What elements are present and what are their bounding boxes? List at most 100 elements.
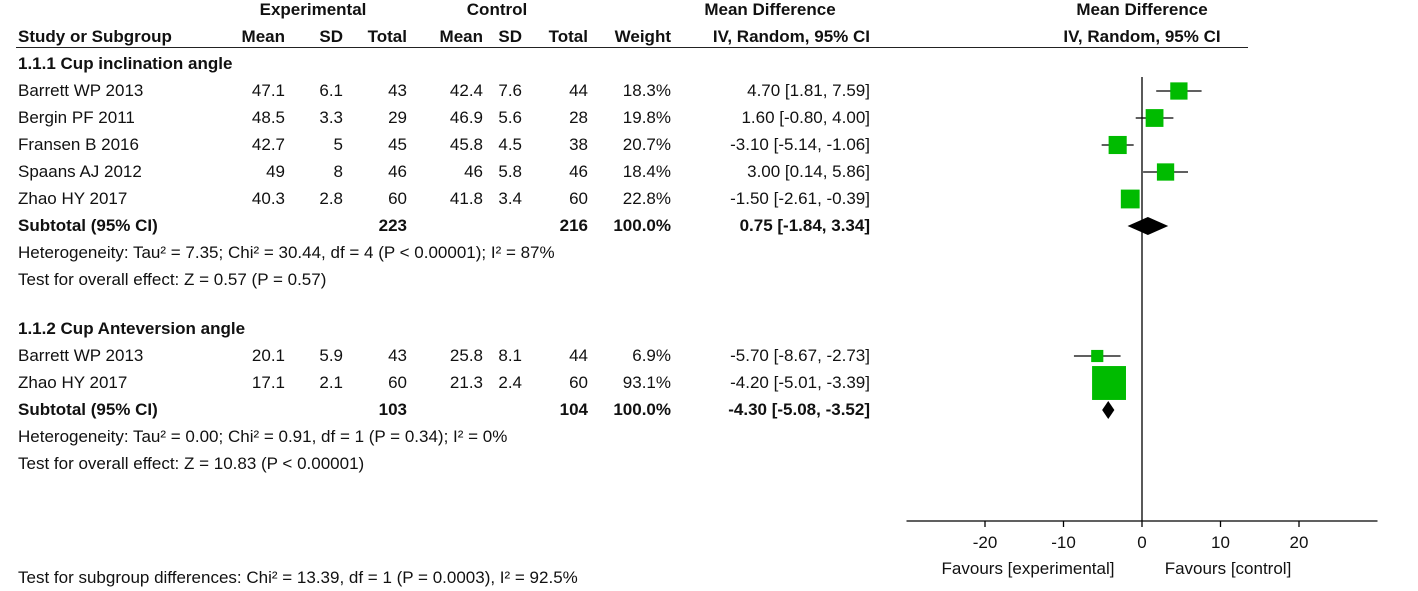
study-c-total: 44 xyxy=(569,346,588,365)
x-tick-label: 20 xyxy=(1290,533,1309,552)
study-c-sd: 8.1 xyxy=(498,346,522,365)
study-e-sd: 5.9 xyxy=(319,346,343,365)
x-tick-label: -10 xyxy=(1051,533,1076,552)
study-c-mean: 46.9 xyxy=(449,108,483,127)
subtotal-weight: 100.0% xyxy=(613,400,671,419)
study-c-total: 44 xyxy=(569,81,588,100)
study-weight: 20.7% xyxy=(622,135,671,154)
x-tick-label: 0 xyxy=(1137,533,1146,552)
study-c-sd: 5.8 xyxy=(498,162,522,181)
study-ci-text: 3.00 [0.14, 5.86] xyxy=(747,162,870,181)
column-header-c-mean: Mean xyxy=(439,27,483,46)
study-name: Barrett WP 2013 xyxy=(18,81,144,100)
study-ci-text: -5.70 [-8.67, -2.73] xyxy=(730,346,870,365)
heterogeneity-text: Heterogeneity: Tau² = 0.00; Chi² = 0.91,… xyxy=(18,427,508,446)
study-e-total: 29 xyxy=(388,108,407,127)
study-name: Zhao HY 2017 xyxy=(18,189,128,208)
column-header-weight: Weight xyxy=(614,27,671,46)
study-c-mean: 46 xyxy=(464,162,483,181)
study-c-mean: 42.4 xyxy=(449,81,483,100)
subgroup-title: 1.1.1 Cup inclination angle xyxy=(18,54,233,73)
study-c-total: 38 xyxy=(569,135,588,154)
study-weight-square xyxy=(1120,189,1140,209)
study-weight-square xyxy=(1108,135,1127,155)
overall-effect-text: Test for overall effect: Z = 0.57 (P = 0… xyxy=(18,270,327,289)
plot-title: Mean Difference xyxy=(1076,0,1208,19)
header-underline xyxy=(16,47,1248,48)
study-c-sd: 3.4 xyxy=(498,189,522,208)
study-e-sd: 8 xyxy=(333,162,343,181)
study-c-sd: 4.5 xyxy=(498,135,522,154)
study-e-sd: 6.1 xyxy=(319,81,343,100)
study-c-total: 60 xyxy=(569,189,588,208)
study-ci-text: 4.70 [1.81, 7.59] xyxy=(747,81,870,100)
study-e-total: 43 xyxy=(388,81,407,100)
study-c-mean: 41.8 xyxy=(449,189,483,208)
study-e-mean: 20.1 xyxy=(251,346,285,365)
study-e-total: 45 xyxy=(388,135,407,154)
study-c-total: 46 xyxy=(569,162,588,181)
study-e-sd: 2.8 xyxy=(319,189,343,208)
favours-control-label: Favours [control] xyxy=(1165,559,1292,578)
study-e-total: 43 xyxy=(388,346,407,365)
study-c-mean: 21.3 xyxy=(449,373,483,392)
subtotal-c-total: 104 xyxy=(559,400,588,419)
study-weight: 22.8% xyxy=(622,189,671,208)
subgroup-title: 1.1.2 Cup Anteversion angle xyxy=(18,319,246,338)
study-ci-text: -3.10 [-5.14, -1.06] xyxy=(730,135,870,154)
study-weight-square xyxy=(1156,163,1175,181)
study-e-sd: 2.1 xyxy=(319,373,343,392)
subtotal-label: Subtotal (95% CI) xyxy=(18,400,158,419)
subtotal-e-total: 223 xyxy=(378,216,407,235)
study-e-total: 60 xyxy=(388,373,407,392)
subtotal-weight: 100.0% xyxy=(613,216,671,235)
subtotal-e-total: 103 xyxy=(378,400,407,419)
study-ci-text: 1.60 [-0.80, 4.00] xyxy=(741,108,870,127)
header-control: Control xyxy=(466,0,528,19)
study-e-mean: 17.1 xyxy=(251,373,285,392)
study-c-total: 60 xyxy=(569,373,588,392)
subtotal-ci: -4.30 [-5.08, -3.52] xyxy=(728,400,870,419)
column-header-name: Study or Subgroup xyxy=(18,27,172,46)
study-c-total: 28 xyxy=(569,108,588,127)
study-weight: 19.8% xyxy=(622,108,671,127)
overall-effect-text: Test for overall effect: Z = 10.83 (P < … xyxy=(18,454,365,473)
x-tick-label: 10 xyxy=(1211,533,1230,552)
study-c-sd: 7.6 xyxy=(498,81,522,100)
study-weight: 93.1% xyxy=(622,373,671,392)
study-e-mean: 47.1 xyxy=(251,81,285,100)
study-weight-square xyxy=(1170,82,1188,100)
study-ci-text: -1.50 [-2.61, -0.39] xyxy=(730,189,870,208)
x-tick-label: -20 xyxy=(973,533,998,552)
study-weight-square xyxy=(1145,109,1164,127)
subgroup-differences-text: Test for subgroup differences: Chi² = 13… xyxy=(18,568,578,587)
study-e-mean: 42.7 xyxy=(251,135,285,154)
column-header-e-sd: SD xyxy=(319,27,343,46)
column-header-ci-text: IV, Random, 95% CI xyxy=(712,27,870,46)
study-weight-square xyxy=(1091,349,1104,363)
column-header-e-total: Total xyxy=(367,27,407,46)
study-c-sd: 5.6 xyxy=(498,108,522,127)
heterogeneity-text: Heterogeneity: Tau² = 7.35; Chi² = 30.44… xyxy=(18,243,555,262)
study-ci-text: -4.20 [-5.01, -3.39] xyxy=(730,373,870,392)
subtotal-diamond xyxy=(1102,401,1115,419)
study-name: Bergin PF 2011 xyxy=(18,108,135,127)
favours-experimental-label: Favours [experimental] xyxy=(942,559,1115,578)
study-weight: 18.4% xyxy=(622,162,671,181)
column-header-c-sd: SD xyxy=(498,27,522,46)
column-header-e-mean: Mean xyxy=(241,27,285,46)
study-weight: 18.3% xyxy=(622,81,671,100)
study-name: Barrett WP 2013 xyxy=(18,346,144,365)
study-e-sd: 3.3 xyxy=(319,108,343,127)
study-weight: 6.9% xyxy=(632,346,671,365)
study-c-mean: 45.8 xyxy=(449,135,483,154)
subtotal-label: Subtotal (95% CI) xyxy=(18,216,158,235)
study-c-mean: 25.8 xyxy=(449,346,483,365)
subtotal-c-total: 216 xyxy=(559,216,588,235)
subtotal-ci: 0.75 [-1.84, 3.34] xyxy=(739,216,870,235)
study-e-total: 46 xyxy=(388,162,407,181)
study-e-mean: 48.5 xyxy=(251,108,285,127)
study-e-total: 60 xyxy=(388,189,407,208)
